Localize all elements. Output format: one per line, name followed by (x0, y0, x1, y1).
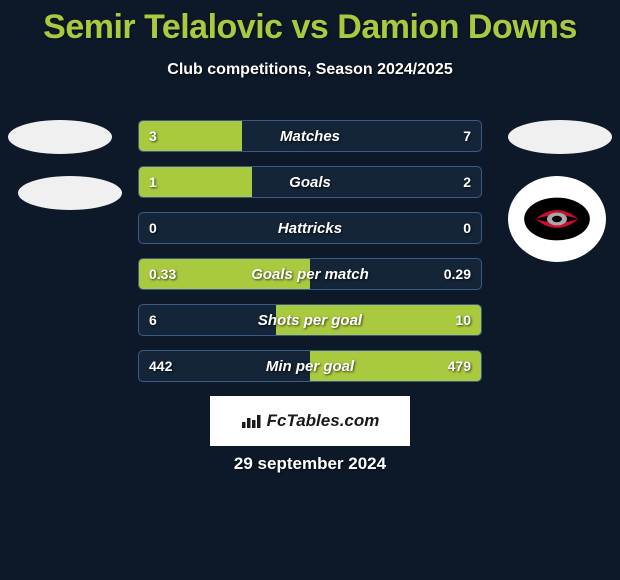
player2-club-logo (508, 176, 606, 262)
stat-label: Matches (139, 121, 481, 151)
bars-icon (241, 413, 263, 429)
stat-row: 442479Min per goal (138, 350, 482, 382)
source-badge: FcTables.com (210, 396, 410, 446)
stat-row: 610Shots per goal (138, 304, 482, 336)
stat-label: Goals (139, 167, 481, 197)
stat-row: 37Matches (138, 120, 482, 152)
stat-label: Hattricks (139, 213, 481, 243)
source-label: FcTables.com (267, 411, 380, 431)
stat-label: Shots per goal (139, 305, 481, 335)
player1-avatar (8, 120, 112, 154)
comparison-title: Semir Telalovic vs Damion Downs (0, 0, 620, 47)
stat-row: 12Goals (138, 166, 482, 198)
player1-club-avatar (18, 176, 122, 210)
stat-label: Min per goal (139, 351, 481, 381)
footer-date: 29 september 2024 (0, 454, 620, 474)
stat-label: Goals per match (139, 259, 481, 289)
stat-row: 0.330.29Goals per match (138, 258, 482, 290)
comparison-subtitle: Club competitions, Season 2024/2025 (0, 61, 620, 79)
player2-avatar (508, 120, 612, 154)
stat-row: 00Hattricks (138, 212, 482, 244)
comparison-bars: 37Matches 12Goals 00Hattricks 0.330.29Goals… (138, 120, 482, 396)
